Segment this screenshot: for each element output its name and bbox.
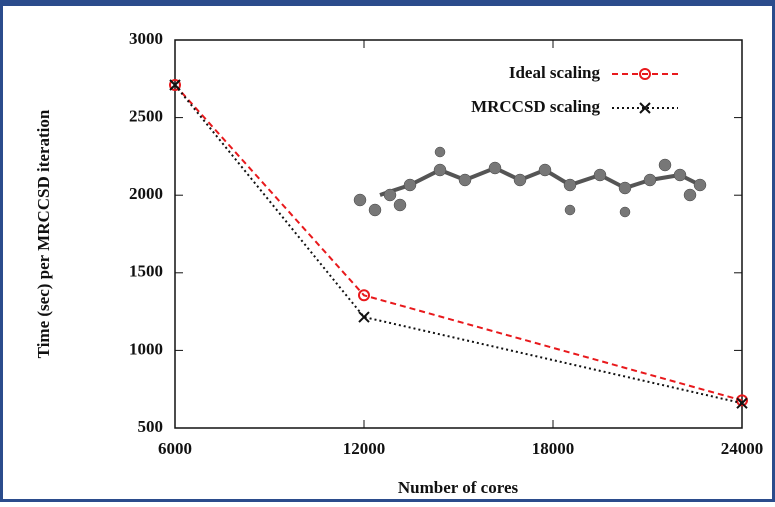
data-point [359,312,369,322]
molecule [354,147,706,217]
top-strip [0,0,775,6]
y-tick-label: 2000 [129,184,163,203]
x-axis-label: Number of cores [398,478,519,497]
legend-label: Ideal scaling [509,63,601,82]
x-tick-label: 6000 [158,439,192,458]
plot-area [175,40,742,428]
y-tick-label: 500 [138,417,164,436]
series-line [175,85,742,400]
y-axis-label: Time (sec) per MRCCSD iteration [34,109,53,358]
y-tick-label: 2500 [129,107,163,126]
page: {"chart_data": {"type": "line", "x_label… [0,0,775,502]
y-tick-label: 1000 [129,339,163,358]
y-tick-label: 1500 [129,262,163,281]
x-tick-label: 24000 [721,439,764,458]
y-tick-label: 3000 [129,29,163,48]
x-tick-label: 18000 [532,439,575,458]
frame [2,2,774,501]
x-tick-label: 12000 [343,439,386,458]
legend-label: MRCCSD scaling [471,97,600,116]
chart: Number of cores Time (sec) per MRCCSD it… [0,0,775,502]
series-line [175,85,742,403]
